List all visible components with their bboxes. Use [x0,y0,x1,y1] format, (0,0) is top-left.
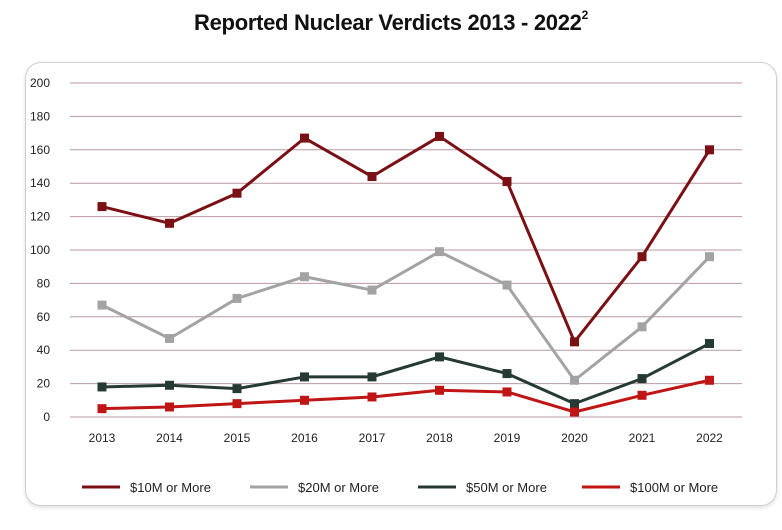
x-tick-label: 2021 [629,431,656,445]
data-point [637,322,647,332]
data-point [165,334,174,344]
y-tick-label: 40 [37,343,51,357]
data-point [97,382,107,392]
data-point [300,372,309,382]
data-point [502,280,512,290]
x-tick-label: 2022 [696,431,723,445]
series-line [101,378,710,414]
data-point [300,395,309,405]
data-point [232,188,242,198]
y-tick-label: 180 [30,109,50,123]
data-point [705,145,714,155]
x-tick-label: 2018 [426,431,453,445]
y-tick-label: 140 [30,176,50,190]
data-point [367,285,377,295]
x-tick-label: 2014 [156,431,183,445]
data-point [435,385,444,395]
x-tick-label: 2017 [359,431,386,445]
x-tick-label: 2013 [89,431,116,445]
data-point [637,374,647,384]
series-2 [97,339,714,409]
data-point [367,172,377,182]
data-point [435,247,444,257]
legend-item-3: $100M or More [582,480,718,495]
series-3 [97,375,714,417]
data-point [705,252,714,262]
data-point [367,372,377,382]
legend-label: $20M or More [298,480,379,495]
data-point [705,339,714,349]
data-point [232,384,242,394]
data-point [232,399,242,409]
data-point [165,218,174,228]
data-point [502,369,512,379]
x-tick-label: 2020 [561,431,588,445]
data-point [705,375,714,385]
y-tick-label: 160 [30,143,50,157]
data-point [502,387,512,397]
data-point [97,404,107,414]
x-tick-label: 2015 [224,431,251,445]
legend-item-2: $50M or More [418,480,547,495]
legend-label: $50M or More [466,480,547,495]
data-point [300,133,309,143]
data-point [97,202,107,212]
data-point [165,380,174,390]
series-line [101,134,711,344]
y-tick-label: 60 [37,310,51,324]
x-tick-label: 2019 [494,431,521,445]
series-0 [97,131,714,347]
data-point [570,337,579,347]
data-point [300,272,309,282]
title-footnote-marker: 2 [581,8,589,22]
y-tick-label: 100 [30,243,50,257]
y-tick-label: 80 [37,276,51,290]
chart-title-text: Reported Nuclear Verdicts 2013 - 2022 [194,10,582,35]
data-point [570,375,579,385]
legend-item-0: $10M or More [82,480,211,495]
data-point [165,402,174,412]
y-tick-label: 20 [37,377,51,391]
series-1 [97,247,714,385]
legend-item-1: $20M or More [250,480,379,495]
legend-label: $100M or More [630,480,718,495]
series-line [101,342,711,406]
data-point [435,131,444,141]
data-point [502,177,512,187]
y-tick-label: 0 [43,410,50,424]
data-point [637,252,647,262]
data-point [570,407,579,417]
y-tick-label: 200 [30,76,50,90]
legend-label: $10M or More [130,480,211,495]
x-tick-label: 2016 [291,431,318,445]
y-tick-label: 120 [30,210,50,224]
data-point [232,293,242,303]
data-point [367,392,377,402]
chart-frame [25,62,777,506]
series-line [101,250,711,382]
data-point [435,352,444,362]
data-point [637,390,647,400]
data-point [97,300,107,310]
chart-title: Reported Nuclear Verdicts 2013 - 20222 [0,8,782,36]
data-point [570,399,579,409]
